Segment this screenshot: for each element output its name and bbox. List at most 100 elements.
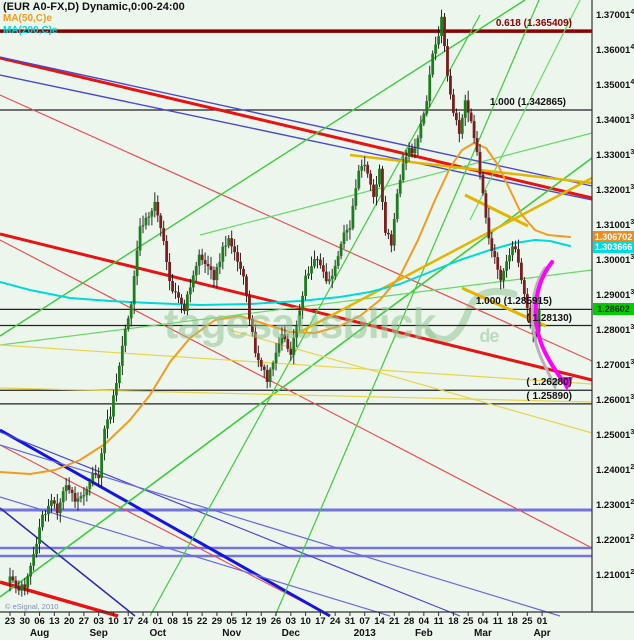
candle-down xyxy=(286,339,290,349)
price-axis-label: 1.270013 xyxy=(596,359,634,372)
candle-up xyxy=(505,261,509,271)
candle-up xyxy=(395,193,399,220)
candle-up xyxy=(268,369,272,382)
candle-up xyxy=(191,275,195,288)
gold-trend-1[interactable] xyxy=(349,153,593,185)
candle-up xyxy=(345,229,349,233)
candle-up xyxy=(88,481,92,489)
candle-up xyxy=(440,16,443,37)
candle-up xyxy=(49,500,53,506)
candle-up xyxy=(274,352,278,363)
candle-down xyxy=(369,173,373,185)
candles-group[interactable] xyxy=(8,9,541,597)
candle-up xyxy=(135,250,139,277)
candle-down xyxy=(230,238,234,247)
red-thin-3[interactable] xyxy=(0,239,593,549)
candle-down xyxy=(162,228,166,242)
candle-down xyxy=(265,370,269,382)
candle-down xyxy=(236,252,240,262)
gold-trend-2[interactable] xyxy=(299,176,593,334)
candle-up xyxy=(215,267,219,281)
candle-up xyxy=(224,245,228,247)
candle-down xyxy=(245,276,248,296)
green-trend-6[interactable] xyxy=(469,0,581,221)
price-axis-label: 1.340013 xyxy=(596,114,634,127)
time-axis-month-label: Mar xyxy=(474,628,492,639)
candle-up xyxy=(298,310,302,326)
blue-thin-3[interactable] xyxy=(0,431,461,617)
candle-up xyxy=(333,265,337,276)
candle-down xyxy=(256,353,260,360)
price-axis-label: 1.330013 xyxy=(596,149,634,162)
time-axis-week-label: 31 xyxy=(344,616,356,627)
candle-up xyxy=(327,279,331,282)
time-axis-week-label: 01 xyxy=(152,616,164,627)
level-annotation: ( 1.28130) xyxy=(526,312,572,324)
yellow-thin-3[interactable] xyxy=(229,329,593,434)
candle-up xyxy=(117,365,121,384)
candle-up xyxy=(363,164,367,167)
candle-down xyxy=(259,359,263,367)
blue-thin-6[interactable] xyxy=(0,507,136,617)
last-price-badge: 1.28602 xyxy=(593,302,634,315)
candle-up xyxy=(304,275,307,296)
time-axis-week-label: 22 xyxy=(196,616,208,627)
blue-thin-upper-1[interactable] xyxy=(0,56,593,187)
candle-up xyxy=(419,123,423,139)
candle-up xyxy=(147,216,151,218)
price-axis-label: 1.310013 xyxy=(596,219,634,232)
ma50-line[interactable] xyxy=(0,142,571,475)
candle-down xyxy=(452,94,455,113)
candle-down xyxy=(156,201,160,216)
green-trend-5[interactable] xyxy=(274,0,540,617)
candle-down xyxy=(242,268,245,277)
time-axis-month-label: 2013 xyxy=(353,628,376,639)
time-axis-week-label: 03 xyxy=(93,616,104,627)
candle-up xyxy=(76,498,80,502)
green-trend-7[interactable] xyxy=(199,132,593,236)
candle-down xyxy=(446,46,449,76)
candle-up xyxy=(91,472,95,482)
blue-thin-4[interactable] xyxy=(0,496,391,617)
candle-down xyxy=(67,485,71,490)
copyright-note: © eSignal, 2010 xyxy=(5,602,59,611)
time-axis-week-label: 05 xyxy=(226,616,237,627)
time-axis-week-label: 07 xyxy=(359,616,371,627)
red-thin-1[interactable] xyxy=(0,94,593,362)
candle-down xyxy=(490,238,494,251)
forecast-arrowhead-magenta xyxy=(559,377,573,391)
blue-thick[interactable] xyxy=(0,428,331,618)
candle-down xyxy=(55,503,59,514)
candle-up xyxy=(354,188,358,206)
candle-down xyxy=(212,270,216,281)
candle-up xyxy=(144,217,148,226)
candle-up xyxy=(138,226,142,251)
candle-down xyxy=(174,291,177,293)
blue-thin-upper-2[interactable] xyxy=(0,74,593,201)
candle-down xyxy=(366,164,370,174)
time-axis-week-label: 21 xyxy=(388,616,400,627)
yellow-thin-2[interactable] xyxy=(0,387,593,403)
candle-up xyxy=(310,266,313,274)
candle-down xyxy=(496,257,500,270)
candle-up xyxy=(425,101,429,114)
candle-down xyxy=(183,303,186,311)
green-trend-1[interactable] xyxy=(0,0,526,337)
red-trend-bottom-left[interactable] xyxy=(0,580,119,618)
candle-up xyxy=(280,334,284,344)
candle-up xyxy=(360,166,364,171)
yellow-thin-1[interactable] xyxy=(0,344,593,385)
candle-down xyxy=(525,294,529,308)
candle-up xyxy=(120,345,124,366)
candle-up xyxy=(106,419,109,429)
red-thin-2[interactable] xyxy=(0,444,331,617)
candle-up xyxy=(277,343,281,353)
candle-up xyxy=(38,527,41,544)
candle-up xyxy=(188,287,192,295)
candle-down xyxy=(23,584,27,588)
candle-down xyxy=(381,168,384,202)
candle-up xyxy=(537,308,541,332)
gold-wedge-upper[interactable] xyxy=(464,193,529,228)
green-trend-3[interactable] xyxy=(0,269,593,346)
